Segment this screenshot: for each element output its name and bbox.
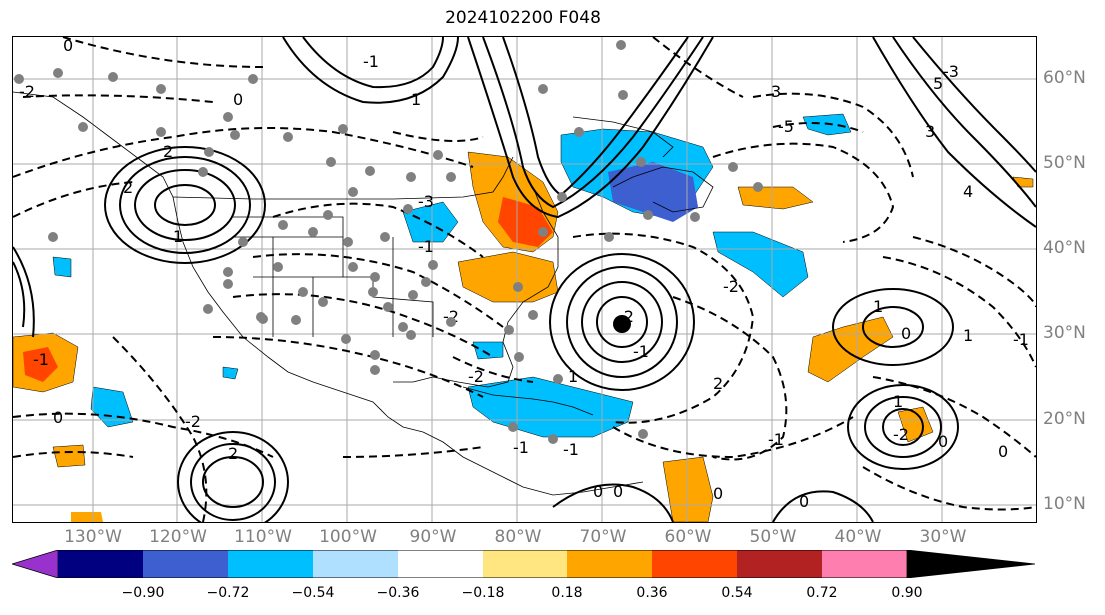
contour-label: 0 [233,90,243,109]
contour-label: -5 [778,117,794,136]
contour-label: 0 [53,408,63,427]
colorbar-swatch [906,550,1035,578]
lon-label: 50°W [749,527,797,547]
colorbar-swatch [12,550,59,578]
contour-label: 2 [163,142,173,161]
contour-label: 1 [568,367,578,386]
colorbar-swatch [58,550,143,578]
lon-label: 70°W [579,527,627,547]
contour-label: 0 [998,442,1008,461]
contour-label: -1 [513,438,529,457]
dashed-contours [13,37,1036,522]
colorbar-tick: 0.90 [891,585,923,601]
contour-label: 0 [799,492,809,511]
solid-contours [13,37,1036,522]
colorbar-tick: 0.18 [551,585,583,601]
contour-label: 0 [901,324,911,343]
contour-label: 1 [893,392,903,411]
contour-label: 1 [173,227,183,246]
lon-label: 40°W [834,527,882,547]
station-dots [14,40,763,444]
contour-label: 4 [963,182,973,201]
lat-label: 40°N [1043,238,1086,258]
colorbar [12,550,1035,578]
contour-label: -2 [185,412,201,431]
contour-label: 3 [771,82,781,101]
colorbar-tick: −0.90 [121,585,165,601]
contour-label: -1 [418,237,434,256]
contour-label: -1 [633,342,649,361]
lat-label: 30°N [1043,323,1086,343]
colorbar-tick: −0.72 [206,585,250,601]
contour-label: 2 [713,374,723,393]
contour-label: 2 [123,178,133,197]
lon-label: 60°W [664,527,712,547]
lon-label: 90°W [409,527,457,547]
colorbar-swatch [143,550,228,578]
colorbar-tick: −0.18 [461,585,505,601]
lat-label: 10°N [1043,494,1086,514]
contour-label: -2 [19,82,35,101]
colorbar-swatch [228,550,313,578]
contour-label: 0 [63,37,73,55]
colorbar-swatch [822,550,907,578]
contour-label: -1 [563,440,579,459]
contour-label: 3 [925,122,935,141]
colorbar-tick: 0.54 [721,585,753,601]
contour-label: 2 [228,444,238,463]
contour-label: 5 [933,74,943,93]
contour-label: 1 [873,297,883,316]
map-panel: 0 0 0 -2 2 -1 -3 2 1 -2 -1 1 -2 2 -1 -5 … [12,36,1037,523]
lat-label: 60°N [1043,68,1086,88]
colorbar-tick: 0.36 [636,585,668,601]
contour-label: -3 [943,62,959,81]
lon-label: 100°W [319,527,377,547]
colorbar-swatch [567,550,652,578]
colorbar-swatch [483,550,567,578]
contour-label: -1 [363,52,379,71]
colorbar-swatch [737,550,822,578]
contour-label: 0 [938,432,948,451]
contour-label: 1 [963,326,973,345]
colorbar-swatch [313,550,398,578]
contour-label: -2 [723,277,739,296]
contour-label: -1 [1013,330,1029,349]
lat-label: 20°N [1043,409,1086,429]
lon-label: 120°W [149,527,207,547]
contour-label: -2 [893,425,909,444]
contour-label: -1 [768,430,784,449]
contour-label: 0 [713,484,723,503]
contour-label: -1 [33,350,49,369]
shaded-anomalies [13,113,1034,522]
colorbar-tick: −0.36 [376,585,420,601]
storm-center-marker [613,315,631,333]
lon-label: 80°W [494,527,542,547]
lon-label: 30°W [919,527,967,547]
map-title: 2024102200 F048 [445,8,601,28]
colorbar-swatch [398,550,483,578]
contour-label: -3 [418,192,434,211]
colorbar-tick: −0.54 [291,585,335,601]
contour-label: -2 [468,367,484,386]
lon-label: 130°W [64,527,122,547]
colorbar-swatch [652,550,737,578]
colorbar-tick: 0.72 [806,585,838,601]
lon-label: 110°W [234,527,292,547]
contour-label: 1 [411,90,421,109]
contour-label: 0 [613,482,623,501]
contour-label: 0 [593,482,603,501]
map-canvas: 0 0 0 -2 2 -1 -3 2 1 -2 -1 1 -2 2 -1 -5 … [13,37,1036,522]
lat-label: 50°N [1043,153,1086,173]
